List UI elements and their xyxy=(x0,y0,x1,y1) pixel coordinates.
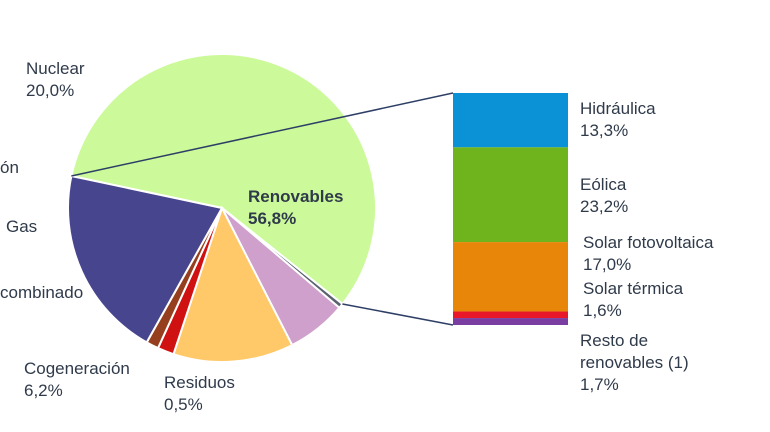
bar-segment-solar-termica xyxy=(453,311,568,319)
label-residuos: Residuos 0,5% xyxy=(164,372,235,416)
slice-value-nuclear: 20,0% xyxy=(26,81,75,100)
label-ciclo-combinado: combinado xyxy=(0,282,83,304)
slice-label-ciclo-combinado: combinado xyxy=(0,283,84,302)
segment-value-eolica: 23,2% xyxy=(580,197,629,216)
label-carbon: ón xyxy=(0,157,19,179)
pie-slice-combinado-3 xyxy=(172,205,294,363)
label-eolica: Eólica 23,2% xyxy=(580,174,628,218)
segment-value-termica: 1,6% xyxy=(583,301,622,320)
bar-segment-solar-fotovoltaica xyxy=(453,242,568,312)
label-fotovoltaica: Solar fotovoltaica 17,0% xyxy=(583,232,713,276)
segment-value-resto: 1,7% xyxy=(580,375,619,394)
bar-segment-eolica xyxy=(453,147,568,243)
connector-line-bottom xyxy=(342,303,454,326)
segment-label-termica: Solar térmica xyxy=(583,279,684,298)
pie-chart xyxy=(67,53,377,363)
slice-label-carbon: ón xyxy=(0,158,19,177)
label-termica: Solar térmica 1,6% xyxy=(583,278,683,322)
segment-label-resto-2: renovables (1) xyxy=(580,353,689,372)
label-nuclear: Nuclear 20,0% xyxy=(26,58,85,102)
slice-label-residuos: Residuos xyxy=(164,373,235,392)
slice-label-nuclear: Nuclear xyxy=(26,59,85,78)
slice-label-renovables: Renovables xyxy=(248,187,344,206)
label-gas: Gas xyxy=(6,216,37,238)
slice-label-gas: Gas xyxy=(6,217,38,236)
slice-value-renovables: 56,8% xyxy=(248,209,297,228)
segment-label-eolica: Eólica xyxy=(580,175,627,194)
pie-bar-connector xyxy=(71,92,454,326)
label-resto-renovables: Resto de renovables (1) 1,7% xyxy=(580,330,689,396)
label-cogeneracion: Cogeneración 6,2% xyxy=(24,358,130,402)
connector-line-top xyxy=(71,92,454,177)
slice-label-cogeneracion: Cogeneración xyxy=(24,359,130,378)
segment-label-hidraulica: Hidráulica xyxy=(580,99,656,118)
segment-value-fotovoltaica: 17,0% xyxy=(583,255,632,274)
pie-slice-nuclear-6 xyxy=(67,174,224,344)
bar-segment-resto-de-renovables-1 xyxy=(453,318,568,325)
label-hidraulica: Hidráulica 13,3% xyxy=(580,98,656,142)
pie-slice-renovables-0 xyxy=(70,53,377,306)
renewables-breakdown-bar xyxy=(453,93,568,325)
bar-segment-hidraulica xyxy=(453,93,568,148)
segment-label-resto-1: Resto de xyxy=(580,331,649,350)
slice-value-residuos: 0,5% xyxy=(164,395,203,414)
segment-label-fotovoltaica: Solar fotovoltaica xyxy=(583,233,714,252)
segment-value-hidraulica: 13,3% xyxy=(580,121,629,140)
label-renovables: Renovables 56,8% xyxy=(248,186,343,230)
slice-value-cogeneracion: 6,2% xyxy=(24,381,63,400)
